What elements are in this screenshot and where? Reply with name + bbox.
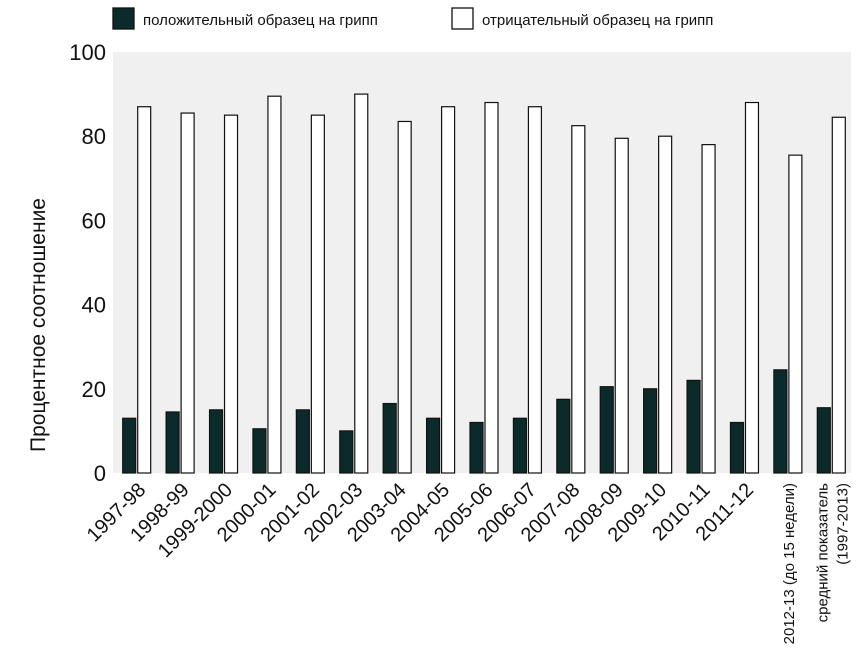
bar-positive bbox=[425, 417, 441, 474]
bar-negative bbox=[267, 95, 282, 474]
y-tick-label: 60 bbox=[82, 208, 106, 233]
bar-negative bbox=[788, 154, 803, 474]
bar-negative bbox=[571, 125, 586, 474]
bar-positive bbox=[382, 402, 397, 474]
bar-positive bbox=[512, 417, 528, 474]
bar-positive bbox=[729, 421, 745, 474]
bar-positive bbox=[599, 386, 614, 474]
bar-positive bbox=[816, 407, 831, 474]
bar-positive bbox=[208, 409, 224, 474]
y-tick-label: 0 bbox=[94, 461, 106, 486]
bar-positive bbox=[252, 428, 267, 474]
bar-negative bbox=[397, 120, 412, 474]
bar-negative bbox=[223, 114, 239, 474]
legend: положительный образец на грипп отрицатель… bbox=[112, 7, 713, 30]
legend-label: отрицательный образец на грипп bbox=[482, 12, 713, 29]
bar-positive bbox=[556, 398, 571, 474]
y-tick-label: 40 bbox=[82, 293, 106, 318]
y-axis-label: Процентное соотношение bbox=[27, 198, 50, 452]
bar-negative bbox=[701, 144, 716, 474]
y-tick-label: 100 bbox=[69, 40, 106, 65]
bar-positive bbox=[773, 369, 788, 474]
bar-negative bbox=[527, 106, 543, 474]
bar-positive bbox=[339, 430, 354, 474]
x-tick-label: 2012-13 (до 15 недели) bbox=[781, 483, 798, 644]
y-axis-ticks: 0 20 40 60 80 100 bbox=[69, 40, 106, 486]
bar-positive bbox=[686, 379, 701, 474]
bar-positive bbox=[643, 388, 658, 474]
bar-negative bbox=[354, 93, 369, 474]
bar-negative bbox=[440, 106, 456, 474]
bar-negative bbox=[180, 112, 195, 474]
bar-positive bbox=[122, 417, 137, 474]
bar-negative bbox=[744, 101, 760, 474]
bar-positive bbox=[469, 421, 484, 474]
bar-positive bbox=[295, 409, 310, 474]
bar-negative bbox=[310, 114, 325, 474]
bar-positive bbox=[165, 411, 180, 474]
y-tick-label: 80 bbox=[82, 124, 106, 149]
bars bbox=[122, 93, 846, 474]
x-tick-label: средний показатель (1997-2013) bbox=[814, 483, 851, 623]
y-tick-label: 20 bbox=[82, 377, 106, 402]
legend-label: положительный образец на грипп bbox=[143, 12, 378, 29]
bar-negative bbox=[137, 106, 152, 474]
bar-negative bbox=[484, 101, 499, 474]
x-axis-ticks: 1997-981998-991999-20002000-012001-02200… bbox=[83, 479, 852, 644]
bar-negative bbox=[658, 135, 673, 474]
legend-swatch bbox=[451, 7, 474, 30]
legend-swatch bbox=[112, 7, 135, 30]
bar-negative bbox=[614, 137, 629, 474]
plot-area bbox=[113, 52, 851, 473]
bar-negative bbox=[831, 116, 846, 474]
